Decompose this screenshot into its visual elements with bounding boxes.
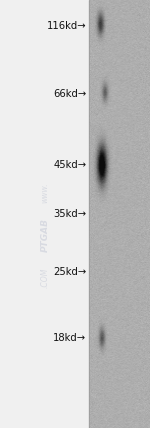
Text: www.: www. (40, 182, 50, 203)
Text: .COM: .COM (40, 268, 50, 288)
Text: 18kd→: 18kd→ (53, 333, 86, 343)
Text: 66kd→: 66kd→ (53, 89, 86, 99)
Text: 45kd→: 45kd→ (53, 160, 86, 170)
Text: PTGAB: PTGAB (40, 218, 50, 253)
Bar (89, 0, 150, 428)
Text: 35kd→: 35kd→ (53, 209, 86, 219)
Text: 116kd→: 116kd→ (47, 21, 86, 31)
Text: 25kd→: 25kd→ (53, 267, 86, 277)
